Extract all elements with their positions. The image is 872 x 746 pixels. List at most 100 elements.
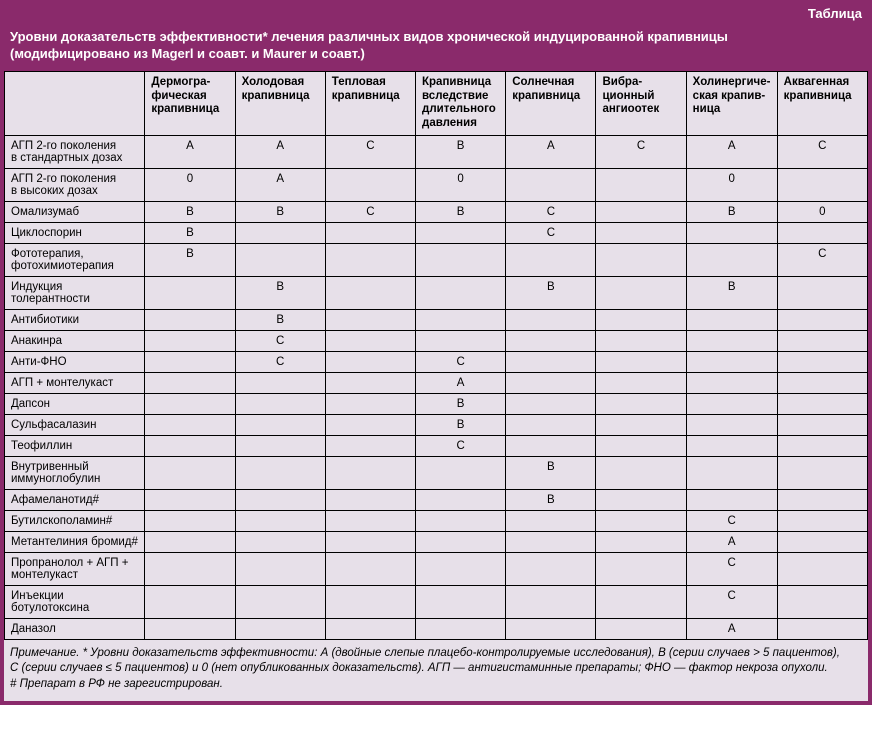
table-row: Анти‑ФНОCC [5, 351, 868, 372]
cell [506, 309, 596, 330]
cell [145, 531, 235, 552]
cell: B [416, 201, 506, 222]
cell: B [506, 276, 596, 309]
cell: B [506, 489, 596, 510]
cell [777, 351, 867, 372]
cell [777, 435, 867, 456]
cell [416, 489, 506, 510]
table-row: АГП 2‑го поколенияв стандартных дозахAAC… [5, 135, 868, 168]
table-row: Бутилскополамин#C [5, 510, 868, 531]
row-label: Индукциятолерантности [5, 276, 145, 309]
row-label: Сульфасалазин [5, 414, 145, 435]
row-label: Анти‑ФНО [5, 351, 145, 372]
cell [596, 618, 686, 639]
row-label: АГП 2‑го поколенияв стандартных дозах [5, 135, 145, 168]
table-row: Даназол A [5, 618, 868, 639]
cell [235, 552, 325, 585]
cell: C [416, 351, 506, 372]
cell [686, 372, 777, 393]
cell [777, 552, 867, 585]
cell [777, 372, 867, 393]
row-label: Инъекцииботулотоксина [5, 585, 145, 618]
cell [145, 309, 235, 330]
cell [145, 552, 235, 585]
cell [506, 510, 596, 531]
cell: A [416, 372, 506, 393]
cell [145, 489, 235, 510]
cell [416, 330, 506, 351]
row-label: Фототерапия,фотохимиотерапия [5, 243, 145, 276]
table-body: АГП 2‑го поколенияв стандартных дозахAAC… [5, 135, 868, 639]
footnote-line3: # Препарат в РФ не зарегистрирован. [10, 678, 223, 690]
cell [506, 372, 596, 393]
cell [686, 243, 777, 276]
cell [777, 618, 867, 639]
cell [686, 435, 777, 456]
cell: C [777, 243, 867, 276]
col-header-4: Солнечнаякрапивница [506, 71, 596, 135]
row-label: АГП + монтелукаст [5, 372, 145, 393]
cell [686, 309, 777, 330]
cell: A [686, 618, 777, 639]
row-label: Циклоспорин [5, 222, 145, 243]
table-row: ВнутривенныйиммуноглобулинB [5, 456, 868, 489]
cell [235, 456, 325, 489]
cell [416, 456, 506, 489]
cell: A [506, 135, 596, 168]
cell [235, 243, 325, 276]
cell: B [416, 393, 506, 414]
cell [145, 276, 235, 309]
cell: C [506, 201, 596, 222]
cell [596, 510, 686, 531]
table-frame: Таблица Уровни доказательств эффективнос… [0, 0, 872, 705]
cell [506, 330, 596, 351]
cell [235, 372, 325, 393]
cell: B [235, 309, 325, 330]
cell [777, 309, 867, 330]
cell [596, 435, 686, 456]
cell [777, 414, 867, 435]
cell [777, 510, 867, 531]
row-label: Даназол [5, 618, 145, 639]
col-header-2: Тепловаякрапивница [325, 71, 415, 135]
cell: B [235, 276, 325, 309]
cell: B [686, 276, 777, 309]
cell [325, 435, 415, 456]
cell [506, 243, 596, 276]
row-label: Метантелиния бромид# [5, 531, 145, 552]
cell [596, 351, 686, 372]
row-label: Омализумаб [5, 201, 145, 222]
cell [416, 585, 506, 618]
table-row: Метантелиния бромид#A [5, 531, 868, 552]
table-row: АГП + монтелукаст A [5, 372, 868, 393]
cell [777, 330, 867, 351]
cell: C [325, 135, 415, 168]
cell [506, 393, 596, 414]
footnote-line2: С (серии случаев ≤ 5 пациентов) и 0 (нет… [10, 662, 828, 674]
table-row: ЦиклоспоринBC [5, 222, 868, 243]
cell: B [145, 222, 235, 243]
cell [506, 435, 596, 456]
table-row: СульфасалазинB [5, 414, 868, 435]
cell [145, 585, 235, 618]
cell [325, 489, 415, 510]
table-head: Дермогра-фическаякрапивницаХолодоваякрап… [5, 71, 868, 135]
row-label: Антибиотики [5, 309, 145, 330]
cell [596, 585, 686, 618]
cell [596, 243, 686, 276]
cell: 0 [777, 201, 867, 222]
cell [596, 330, 686, 351]
cell [235, 510, 325, 531]
table-row: Фототерапия,фотохимиотерапияBC [5, 243, 868, 276]
cell [325, 393, 415, 414]
cell [416, 243, 506, 276]
cell [145, 351, 235, 372]
cell [596, 372, 686, 393]
cell [777, 531, 867, 552]
cell [596, 222, 686, 243]
cell [686, 351, 777, 372]
cell: C [596, 135, 686, 168]
cell: B [145, 201, 235, 222]
row-label: Внутривенныйиммуноглобулин [5, 456, 145, 489]
table-title-line2: (модифицировано из Magerl и соавт. и Mau… [10, 46, 365, 61]
